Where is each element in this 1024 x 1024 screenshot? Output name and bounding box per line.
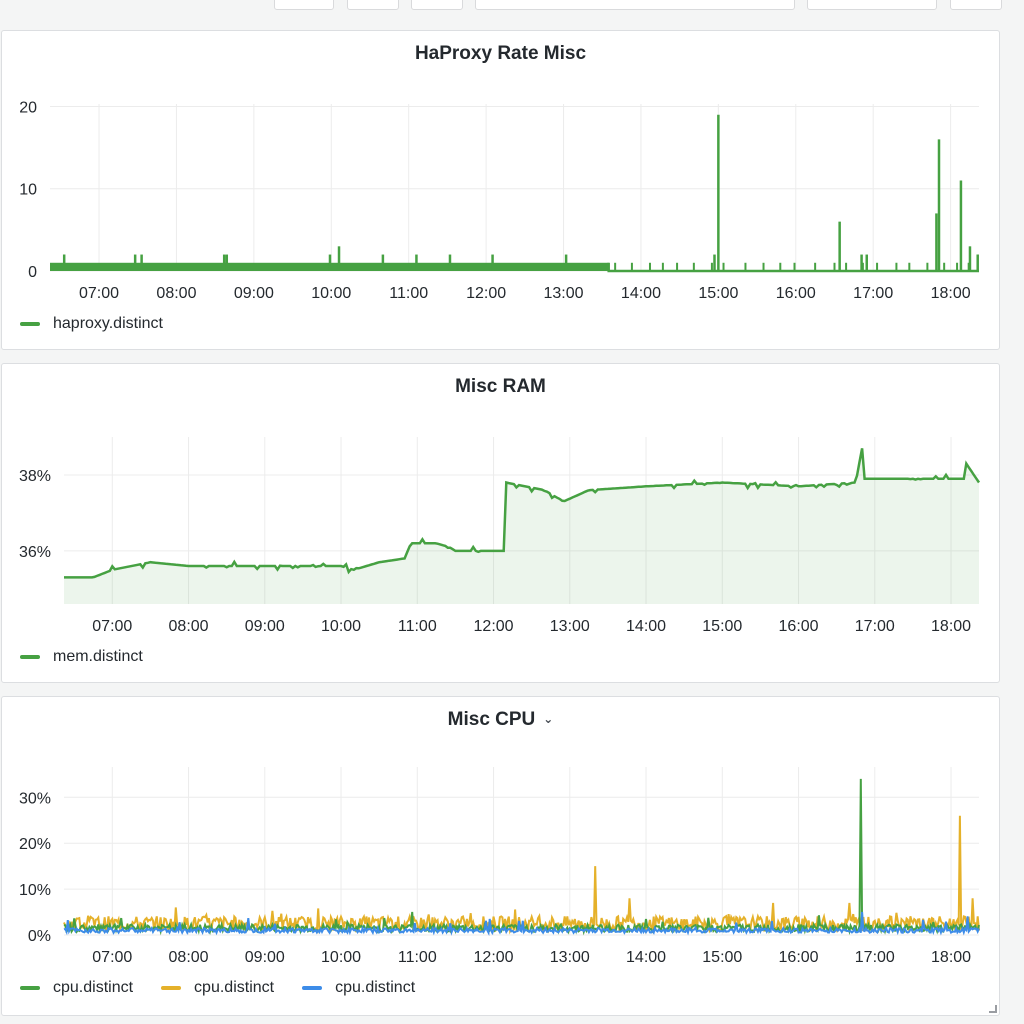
panel-title[interactable]: Misc RAM [455, 376, 546, 397]
x-tick-label: 12:00 [474, 949, 514, 966]
legend-label: cpu.distinct [194, 979, 275, 996]
x-tick-label: 09:00 [234, 285, 274, 302]
x-tick-label: 17:00 [853, 285, 893, 302]
panel-haproxy-rate: HaProxy Rate Misc 07:00 08:00 09:00 10:00 11… [1, 30, 1000, 350]
grid [64, 767, 979, 936]
legend-label: cpu.distinct [53, 979, 134, 996]
legend-swatch [302, 986, 323, 990]
legend-item[interactable]: haproxy.distinct [20, 315, 163, 333]
x-tick-label: 15:00 [702, 618, 742, 635]
haproxy-line [607, 262, 979, 273]
x-tick-label: 17:00 [855, 949, 895, 966]
y-tick-label: 20% [19, 836, 51, 853]
cpu-series-line [63, 778, 980, 936]
x-tick-label: 18:00 [931, 618, 971, 635]
x-tick-label: 18:00 [931, 949, 971, 966]
misc-ram-chart: 07:00 08:00 09:00 10:00 11:00 12:00 13:00 14:00… [19, 437, 981, 635]
x-tick-label: 07:00 [79, 285, 119, 302]
grid [64, 437, 979, 604]
x-tick-label: 08:00 [169, 618, 209, 635]
legend: mem.distinct [20, 648, 171, 666]
legend-item[interactable]: cpu.distinct [20, 979, 133, 997]
x-tick-label: 08:00 [169, 949, 209, 966]
x-tick-label: 10:00 [321, 618, 361, 635]
x-tick-label: 10:00 [321, 949, 361, 966]
x-tick-label: 07:00 [92, 949, 132, 966]
panel-title-text: Misc CPU [447, 709, 536, 730]
y-tick-label: 38% [19, 468, 51, 485]
x-tick-label: 16:00 [779, 949, 819, 966]
legend-label: mem.distinct [53, 648, 143, 665]
x-tick-label: 09:00 [245, 949, 285, 966]
ram-area [64, 448, 979, 604]
ram-line [64, 448, 981, 579]
legend-swatch [20, 655, 40, 659]
toolbar-button-2[interactable] [347, 0, 399, 10]
legend-swatch [161, 986, 182, 990]
x-tick-label: 16:00 [779, 618, 819, 635]
y-tick-label: 36% [19, 544, 51, 561]
legend-item[interactable]: cpu.distinct [302, 979, 415, 997]
x-tick-label: 18:00 [931, 285, 971, 302]
misc-cpu-chart: 07:00 08:00 09:00 10:00 11:00 12:00 13:00 14:00… [19, 767, 980, 966]
x-tick-label: 10:00 [311, 285, 351, 302]
x-tick-label: 07:00 [92, 618, 132, 635]
x-tick-label: 13:00 [550, 949, 590, 966]
x-tick-label: 11:00 [398, 618, 437, 635]
chevron-down-icon[interactable]: ⌄ [543, 712, 554, 726]
legend-swatch [20, 986, 40, 990]
y-tick-label: 10% [19, 882, 51, 899]
panel-misc-ram: Misc RAM 07:00 08:00 09:00 10:00 11:00 12:00 1… [1, 363, 1000, 683]
toolbar-button-6[interactable] [950, 0, 1002, 10]
x-tick-label: 12:00 [466, 285, 506, 302]
cpu-series-line [63, 911, 980, 937]
toolbar-button-5[interactable] [807, 0, 937, 10]
x-tick-label: 12:00 [474, 618, 514, 635]
legend-swatch [20, 322, 40, 326]
toolbar-button-3[interactable] [411, 0, 463, 10]
panel-title[interactable]: HaProxy Rate Misc [414, 43, 587, 64]
panel-misc-cpu: Misc CPU ⌄ 07:00 08:00 09:00 10:00 11:00 12:00… [1, 696, 1000, 1016]
x-tick-label: 17:00 [855, 618, 895, 635]
y-tick-label: 0 [28, 264, 37, 281]
x-tick-label: 11:00 [398, 949, 437, 966]
x-tick-label: 14:00 [626, 618, 666, 635]
legend: cpu.distinct cpu.distinct cpu.distinct [20, 979, 443, 997]
x-tick-label: 13:00 [544, 285, 584, 302]
y-tick-label: 30% [19, 790, 51, 807]
x-tick-label: 09:00 [245, 618, 285, 635]
x-tick-label: 13:00 [550, 618, 590, 635]
y-tick-label: 10 [19, 182, 37, 199]
x-tick-label: 14:00 [621, 285, 661, 302]
y-tick-label: 20 [19, 99, 37, 116]
legend-label: cpu.distinct [335, 979, 416, 996]
cpu-series-line [63, 815, 980, 935]
haproxy-rate-chart: 07:00 08:00 09:00 10:00 11:00 12:00 13:00 14:00… [19, 99, 979, 302]
x-tick-label: 15:00 [698, 285, 738, 302]
y-tick-label: 0% [28, 928, 51, 945]
panel-title[interactable]: Misc CPU ⌄ [2, 709, 999, 731]
legend-label: haproxy.distinct [53, 315, 163, 332]
x-tick-label: 14:00 [626, 949, 666, 966]
legend: haproxy.distinct [20, 315, 191, 333]
toolbar-button-1[interactable] [274, 0, 334, 10]
x-tick-label: 15:00 [702, 949, 742, 966]
x-tick-label: 11:00 [389, 285, 428, 302]
time-range-picker[interactable] [475, 0, 795, 10]
x-tick-label: 16:00 [776, 285, 816, 302]
resize-handle[interactable] [989, 1005, 997, 1013]
x-tick-label: 08:00 [156, 285, 196, 302]
legend-item[interactable]: cpu.distinct [161, 979, 274, 997]
legend-item[interactable]: mem.distinct [20, 648, 143, 666]
